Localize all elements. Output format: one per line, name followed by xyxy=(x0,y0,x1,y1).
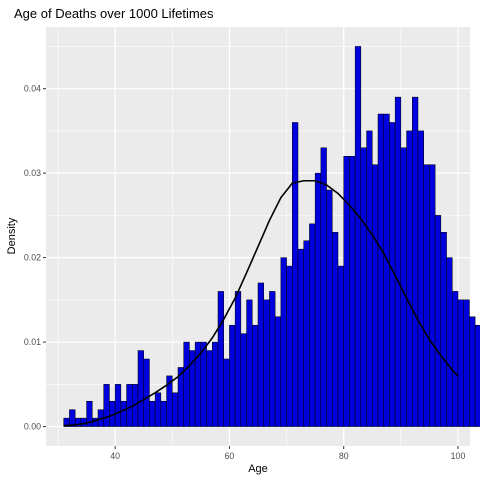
histogram-bar xyxy=(126,384,133,427)
histogram-bar xyxy=(474,324,480,427)
histogram-bar xyxy=(309,223,316,427)
x-tick-label: 80 xyxy=(339,451,349,461)
histogram-bar xyxy=(269,291,276,427)
histogram-bar xyxy=(440,232,447,427)
histogram-bar xyxy=(274,316,282,427)
histogram-bar xyxy=(446,257,453,427)
histogram-bar xyxy=(423,164,430,427)
histogram-bar xyxy=(183,341,190,427)
histogram-bar xyxy=(463,299,470,427)
histogram-bar xyxy=(320,147,327,427)
y-tick-label: 0.00 xyxy=(24,422,41,432)
density-curve xyxy=(63,179,459,427)
x-axis-ticks: 40 60 80 100 xyxy=(110,446,465,461)
histogram-bar xyxy=(457,299,464,427)
y-axis-ticks: 0.00 0.01 0.02 0.03 0.04 xyxy=(24,84,46,432)
histogram-bar xyxy=(469,316,476,427)
histogram-bar xyxy=(114,384,122,427)
histogram-bar xyxy=(103,384,110,427)
histogram-bar xyxy=(383,113,390,427)
histogram-bar xyxy=(280,257,287,427)
histogram-bar xyxy=(257,282,264,427)
histogram-bar xyxy=(337,265,344,427)
histogram-bar xyxy=(137,350,144,427)
y-axis-label: Density xyxy=(6,217,18,254)
y-tick-label: 0.03 xyxy=(24,168,41,178)
histogram-bar xyxy=(372,164,379,427)
histogram-bar xyxy=(412,96,419,427)
histogram-bar xyxy=(292,122,299,427)
histogram-bar xyxy=(212,341,219,427)
y-tick-label: 0.02 xyxy=(24,253,41,263)
histogram-bar xyxy=(394,96,402,427)
histogram-bar xyxy=(234,291,242,427)
y-tick-label: 0.04 xyxy=(24,84,41,94)
x-axis-label: Age xyxy=(248,463,268,475)
histogram-bar xyxy=(217,291,224,427)
histogram-bar xyxy=(303,240,310,427)
histogram-bar xyxy=(366,130,373,427)
histogram-bar xyxy=(326,189,333,427)
histogram-bar xyxy=(229,324,236,427)
histogram-bar xyxy=(240,333,247,427)
histogram-bar xyxy=(223,358,230,427)
chart-title: Age of Deaths over 1000 Lifetimes xyxy=(14,6,214,21)
histogram-bar xyxy=(120,400,127,427)
histogram-bar xyxy=(200,341,207,427)
histogram-bar xyxy=(206,350,213,427)
histogram-bar xyxy=(252,324,259,427)
histogram-bar xyxy=(354,46,362,427)
histogram-bar xyxy=(69,409,76,427)
histogram-bar xyxy=(332,232,339,427)
histogram-bar xyxy=(263,299,270,427)
histogram-bar xyxy=(80,417,87,427)
histogram-bar xyxy=(429,164,436,427)
histogram-bar xyxy=(246,299,253,427)
histogram-bar xyxy=(314,172,322,427)
histogram-bar xyxy=(160,400,167,427)
histogram-bar xyxy=(86,400,93,427)
histogram-bar xyxy=(434,215,442,427)
x-tick-label: 60 xyxy=(225,451,235,461)
histogram-bar xyxy=(343,155,350,427)
histogram-bar xyxy=(154,392,162,427)
x-tick-label: 100 xyxy=(451,451,466,461)
histogram-bar xyxy=(149,400,156,427)
y-tick-label: 0.01 xyxy=(24,337,41,347)
histogram-bar xyxy=(172,392,179,427)
histogram-bars xyxy=(63,46,480,427)
histogram-bar xyxy=(143,358,150,427)
histogram-bar xyxy=(406,130,413,427)
histogram-bar xyxy=(286,265,293,427)
histogram-bar xyxy=(360,147,367,427)
histogram-bar xyxy=(349,155,356,427)
histogram-bar xyxy=(417,130,424,427)
histogram-bar xyxy=(452,291,459,427)
x-tick-label: 40 xyxy=(110,451,120,461)
histogram-bar xyxy=(377,113,384,427)
histogram-bar xyxy=(297,248,304,427)
